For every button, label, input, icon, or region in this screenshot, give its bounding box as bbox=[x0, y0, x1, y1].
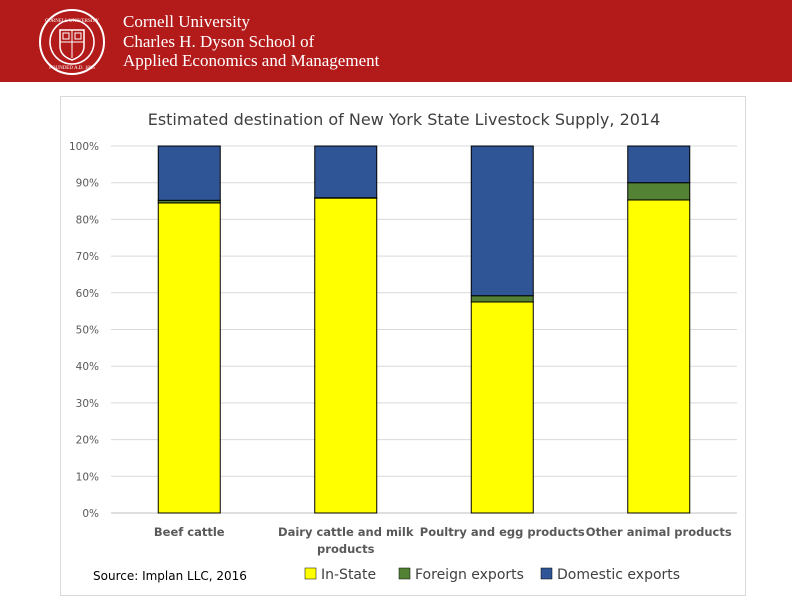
y-tick-label: 70% bbox=[76, 251, 99, 263]
legend-swatch bbox=[540, 567, 553, 580]
y-tick-label: 40% bbox=[76, 361, 99, 373]
chart-title: Estimated destination of New York State … bbox=[148, 110, 661, 129]
y-tick-label: 20% bbox=[76, 435, 99, 447]
bar-segment bbox=[157, 145, 221, 201]
header-banner: CORNELL UNIVERSITY FOUNDED A.D. 1865 Cor… bbox=[0, 0, 792, 82]
header-department: Applied Economics and Management bbox=[123, 51, 380, 70]
legend-label: In-State bbox=[321, 567, 376, 583]
category-label: Dairy cattle and milk bbox=[278, 525, 414, 539]
category-label: products bbox=[317, 542, 375, 556]
legend-label: Foreign exports bbox=[415, 567, 524, 583]
bar-segment bbox=[470, 295, 534, 303]
source-note: Source: Implan LLC, 2016 bbox=[93, 569, 247, 583]
bar-segment bbox=[314, 145, 378, 199]
bar-segment bbox=[314, 197, 378, 514]
category-label: Poultry and egg products bbox=[420, 525, 585, 539]
svg-text:CORNELL UNIVERSITY: CORNELL UNIVERSITY bbox=[45, 19, 100, 24]
y-tick-label: 0% bbox=[82, 508, 99, 520]
category-label: Other animal products bbox=[586, 525, 732, 539]
cornell-seal-icon: CORNELL UNIVERSITY FOUNDED A.D. 1865 bbox=[39, 9, 105, 75]
y-tick-label: 80% bbox=[76, 214, 99, 226]
y-tick-label: 100% bbox=[69, 141, 99, 153]
legend-label: Domestic exports bbox=[557, 567, 680, 583]
stacked-bar-chart: Estimated destination of New York State … bbox=[69, 110, 737, 583]
legend-swatch bbox=[304, 567, 317, 580]
bar-segment bbox=[627, 199, 691, 514]
y-tick-label: 60% bbox=[76, 288, 99, 300]
legend-swatch bbox=[398, 567, 411, 580]
y-tick-label: 90% bbox=[76, 178, 99, 190]
bar-segment bbox=[627, 145, 691, 184]
bar-segment bbox=[157, 202, 221, 514]
svg-text:FOUNDED A.D. 1865: FOUNDED A.D. 1865 bbox=[49, 66, 95, 71]
header-school: Charles H. Dyson School of bbox=[123, 31, 315, 51]
category-label: Beef cattle bbox=[154, 525, 225, 539]
chart-frame: Estimated destination of New York State … bbox=[60, 96, 746, 596]
y-tick-label: 50% bbox=[76, 325, 99, 337]
y-tick-label: 30% bbox=[76, 398, 99, 410]
header-university: Cornell University bbox=[123, 12, 251, 31]
y-tick-label: 10% bbox=[76, 471, 99, 483]
header-title-block: Cornell University Charles H. Dyson Scho… bbox=[123, 12, 379, 71]
bar-segment bbox=[470, 301, 534, 514]
bar-segment bbox=[627, 182, 691, 201]
bar-segment bbox=[470, 145, 534, 297]
